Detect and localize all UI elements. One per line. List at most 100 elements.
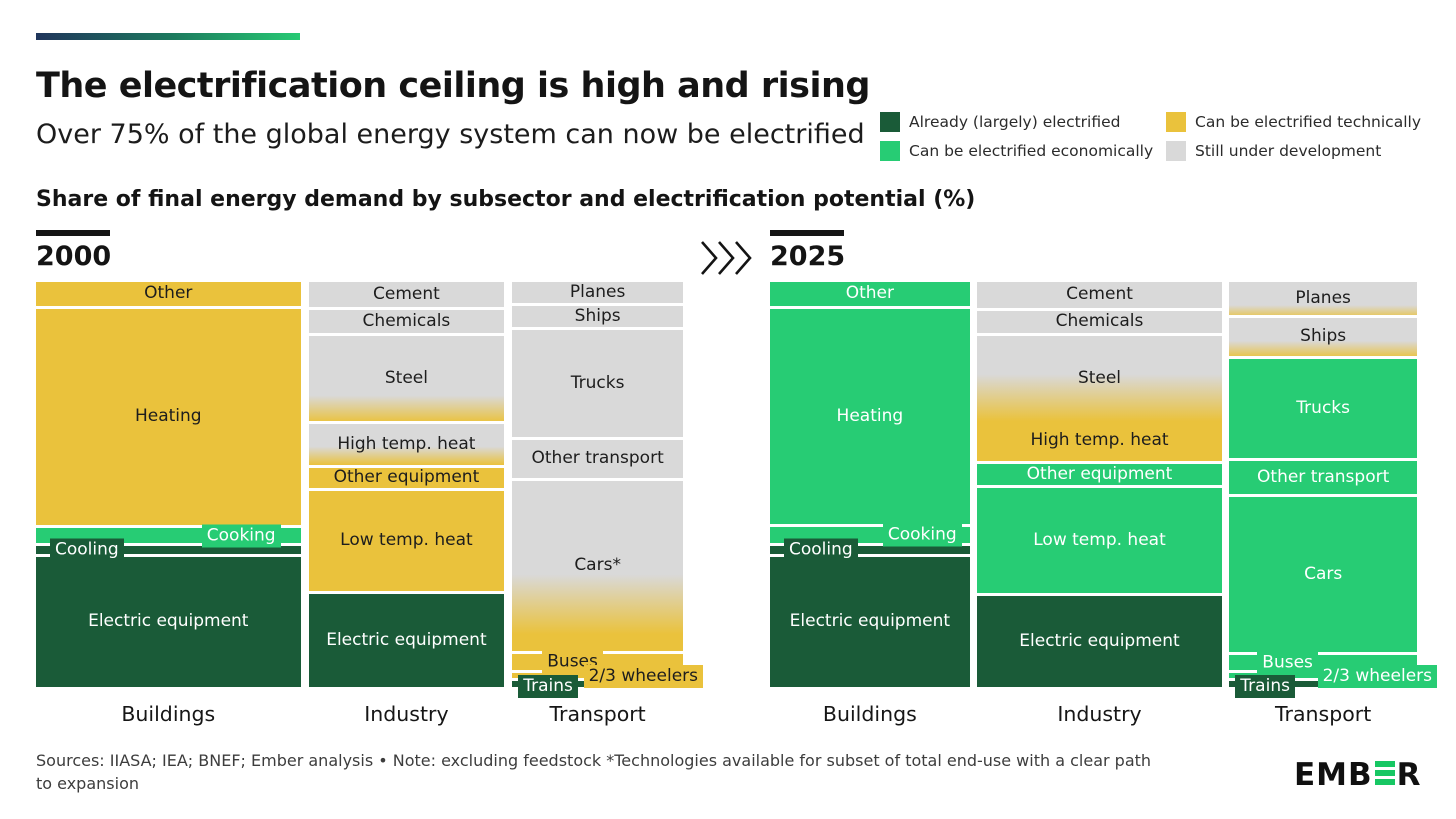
year-tick-2000 [36, 230, 110, 236]
segment-label-other-transport: Other transport [531, 448, 664, 469]
segment-low-temp-heat-2025: Low temp. heat [976, 488, 1223, 593]
column-transport-2025: Planes Ships Trucks Other transport Cars Buse… [1229, 282, 1437, 698]
segment-label-cooking: Cooking [201, 524, 281, 547]
segment-label-electric-equipment: Electric equipment [789, 611, 951, 632]
segment-low-temp-heat-2000: Low temp. heat [308, 491, 505, 591]
page-subtitle: Over 75% of the global energy system can… [36, 119, 865, 150]
segment-steel-2000: Steel [308, 336, 505, 421]
segment-label-trucks: Trucks [570, 372, 625, 393]
segment-label-cars: Cars* [574, 555, 621, 576]
segment-planes-2025: Planes [1229, 282, 1417, 315]
segment-label-cooking: Cooking [882, 523, 962, 547]
segment-label-electric-equipment: Electric equipment [1019, 630, 1180, 651]
segment-label-other: Other [144, 283, 193, 304]
column-industry-2025: Cement Chemicals Steel High temp. heat Other… [976, 282, 1223, 687]
segment-label-other-equipment: Other equipment [1026, 463, 1173, 484]
column-transport-2000: Planes Ships Trucks Other transport Cars* Bus… [512, 282, 703, 698]
segment-label-planes: Planes [569, 281, 626, 302]
segment-label-cooling: Cooling [784, 538, 858, 562]
segment-label-cement: Cement [373, 283, 440, 304]
segment-chemicals-2000: Chemicals [308, 310, 505, 333]
segment-planes-2000: Planes [512, 282, 683, 303]
year-label-2025: 2025 [770, 241, 846, 272]
segment-other-transport-2000: Other transport [512, 440, 683, 478]
segment-other-transport-2025: Other transport [1229, 461, 1417, 494]
segment-label-steel: Steel [384, 367, 428, 388]
segment-trucks-2025: Trucks [1229, 359, 1417, 458]
ember-logo-text: EMB [1294, 757, 1373, 793]
segment-electric-equipment-2000: Electric equipment [36, 557, 301, 687]
segment-heating-2025: Heating [770, 309, 970, 524]
axis-2025: Buildings Industry Transport [770, 702, 1417, 726]
column-buildings-2025: Other Heating Cooking Cooling Electric equip… [770, 282, 970, 687]
segment-other-2000: Other [36, 282, 301, 306]
year-label-2000: 2000 [36, 241, 112, 272]
segment-electric-equipment-2000: Electric equipment [308, 594, 505, 687]
segment-label-heating: Heating [134, 406, 202, 427]
legend-item-under-development: Still under development [1166, 141, 1421, 161]
segment-label-other-equipment: Other equipment [333, 467, 480, 488]
chart-2025: 2025 Other Heating Cooking Cooling Electric … [770, 230, 1437, 726]
segment-label-other-transport: Other transport [1257, 466, 1390, 487]
legend-swatch-technical [1166, 112, 1186, 132]
segment-cement-2025: Cement [976, 282, 1223, 308]
column-buildings-2000: Other Heating Cooking Cooling Electric equip… [36, 282, 301, 687]
segment-ships-2000: Ships [512, 306, 683, 327]
segment-high-temp-heat-2025: High temp. heat [976, 421, 1223, 461]
ember-logo-e-icon [1374, 757, 1395, 793]
segment-label-2-3-wheelers: 2/3 wheelers [583, 665, 703, 688]
segment-label-high-temp-heat: High temp. heat [337, 433, 476, 454]
segment-label-chemicals: Chemicals [1055, 311, 1144, 332]
segment-label-planes: Planes [1295, 287, 1351, 308]
segment-chemicals-2025: Chemicals [976, 311, 1223, 333]
year-transition-chevrons-icon [701, 241, 752, 275]
ember-logo: EMB R [1294, 757, 1422, 793]
segment-cooling-2025: Cooling [770, 538, 970, 562]
segment-cement-2000: Cement [308, 282, 505, 307]
sources-note: Sources: IIASA; IEA; BNEF; Ember analysi… [36, 751, 1152, 794]
columns-2000: Other Heating Cooking Cooling Electric equip… [36, 282, 703, 698]
segment-label-steel: Steel [1077, 367, 1122, 388]
axis-label-industry-2025: Industry [1057, 702, 1142, 726]
axis-label-transport-2025: Transport [1275, 702, 1372, 726]
segment-label-electric-equipment: Electric equipment [88, 611, 249, 632]
segment-label-high-temp-heat: High temp. heat [1030, 430, 1169, 451]
brand-gradient-bar [36, 33, 300, 40]
segment-2-3-wheelers-2000: 2/3 wheelers [512, 665, 703, 688]
year-tick-2025 [770, 230, 844, 236]
segment-other-equipment-2000: Other equipment [308, 467, 505, 488]
segment-label-other: Other [845, 283, 894, 304]
segment-electric-equipment-2025: Electric equipment [770, 557, 970, 687]
page-title: The electrification ceiling is high and … [36, 66, 870, 106]
legend: Already (largely) electrified Can be ele… [880, 112, 1421, 161]
segment-label-low-temp-heat: Low temp. heat [1033, 529, 1166, 550]
segment-electric-equipment-2025: Electric equipment [976, 596, 1223, 687]
legend-item-already-electrified: Already (largely) electrified [880, 112, 1166, 132]
segment-heating-2000: Heating [36, 309, 301, 525]
segment-other-equipment-2025: Other equipment [976, 463, 1223, 485]
axis-label-buildings-2025: Buildings [822, 702, 917, 726]
segment-trucks-2000: Trucks [512, 330, 683, 437]
legend-label: Can be electrified economically [909, 142, 1154, 160]
segment-label-heating: Heating [836, 405, 904, 426]
segment-other-2025: Other [770, 282, 970, 306]
segment-label-ships: Ships [574, 305, 621, 326]
legend-item-technically: Can be electrified technically [1166, 112, 1421, 132]
segment-high-temp-heat-2000: High temp. heat [308, 424, 505, 465]
legend-swatch-development [1166, 141, 1186, 161]
segment-cooking-2025: Cooking [770, 523, 970, 547]
legend-swatch-economical [880, 141, 900, 161]
columns-2025: Other Heating Cooking Cooling Electric equip… [770, 282, 1437, 698]
segment-steel-2025: Steel [976, 336, 1223, 421]
segment-label-2-3-wheelers: 2/3 wheelers [1317, 665, 1437, 688]
legend-label: Can be electrified technically [1195, 113, 1421, 131]
legend-swatch-already [880, 112, 900, 132]
segment-label-ships: Ships [1300, 326, 1347, 347]
legend-label: Still under development [1195, 142, 1382, 160]
axis-label-buildings-2000: Buildings [121, 702, 216, 726]
axis-2000: Buildings Industry Transport [36, 702, 683, 726]
segment-label-trains: Trains [1235, 675, 1295, 698]
axis-label-industry-2000: Industry [364, 702, 449, 726]
segment-label-trucks: Trucks [1296, 397, 1350, 418]
